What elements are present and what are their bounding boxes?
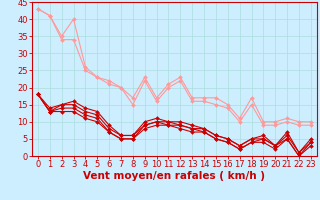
X-axis label: Vent moyen/en rafales ( km/h ): Vent moyen/en rafales ( km/h ): [84, 171, 265, 181]
